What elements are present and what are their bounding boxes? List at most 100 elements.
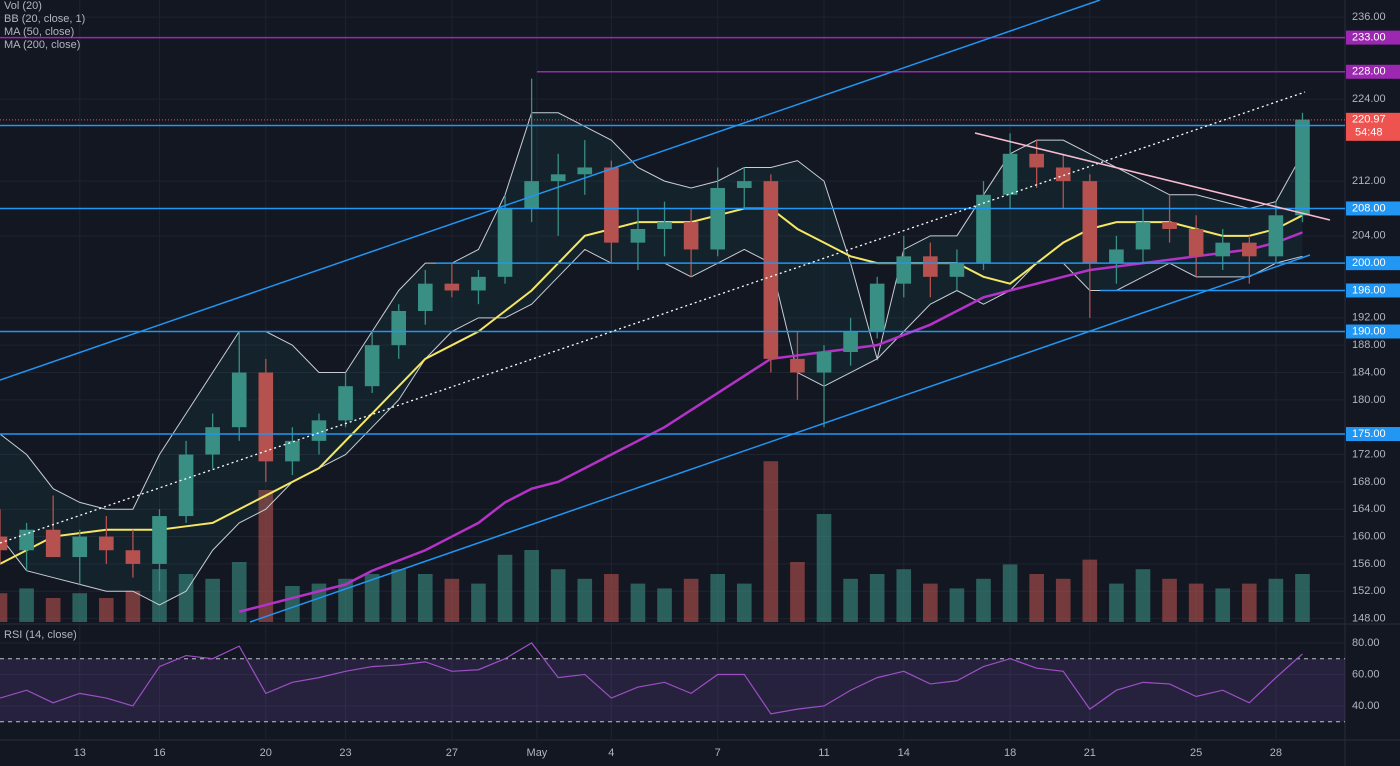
candle-body [1055, 167, 1071, 182]
candle-body [1029, 153, 1044, 168]
y-tick-label: 164.00 [1352, 503, 1386, 515]
candle-body [99, 536, 114, 551]
y-tick-label: 224.00 [1352, 93, 1386, 105]
candle-body [1215, 242, 1231, 257]
volume-bar [45, 598, 61, 622]
candle-body [976, 194, 991, 264]
volume-bar [285, 586, 300, 622]
volume-bar [1268, 578, 1284, 622]
price-tag-label: 190.00 [1352, 325, 1386, 337]
volume-bar [99, 598, 114, 622]
candle-body [683, 222, 699, 250]
candle-body [710, 187, 725, 250]
y-tick-label: 40.00 [1352, 700, 1380, 712]
candle-body [1109, 249, 1124, 264]
candle-body [125, 550, 141, 564]
candle-body [417, 283, 433, 311]
candle-body [630, 228, 646, 243]
candle-body [391, 311, 407, 346]
candle-body [311, 420, 327, 441]
y-tick-label: 152.00 [1352, 585, 1386, 597]
candle-body [1295, 119, 1310, 216]
candle-body [604, 167, 619, 243]
volume-bar [736, 583, 752, 622]
y-tick-label: 212.00 [1352, 175, 1386, 187]
volume-bar [816, 514, 832, 622]
x-tick-label: 7 [715, 747, 721, 759]
y-tick-label: 160.00 [1352, 530, 1386, 542]
volume-bar [152, 569, 167, 622]
price-tag-label: 196.00 [1352, 284, 1386, 296]
candle-body [577, 167, 593, 175]
x-tick-label: 14 [898, 747, 910, 759]
x-tick-label: 4 [608, 747, 614, 759]
candle-body [524, 181, 539, 209]
y-tick-label: 236.00 [1352, 11, 1386, 23]
candle-body [364, 345, 380, 387]
price-tag [1346, 427, 1400, 442]
volume-bar [683, 578, 699, 622]
y-tick-label: 148.00 [1352, 612, 1386, 624]
candle-body [1135, 222, 1151, 250]
x-tick-label: 18 [1004, 747, 1016, 759]
price-tag-label: 208.00 [1352, 202, 1386, 214]
candle-body [1162, 222, 1177, 229]
volume-bar [577, 578, 593, 622]
y-tick-label: 192.00 [1352, 312, 1386, 324]
channel-lower [249, 254, 1311, 623]
candle-body [923, 256, 938, 277]
y-tick-label: 168.00 [1352, 476, 1386, 488]
channel-upper [0, 0, 1101, 381]
volume-bar [1002, 564, 1018, 622]
y-tick-label: 60.00 [1352, 668, 1380, 680]
price-tag [1346, 324, 1400, 339]
candle-body [1082, 181, 1098, 264]
candle-body [45, 529, 61, 558]
volume-bar [604, 574, 619, 622]
volume-bar [1135, 569, 1151, 622]
candle-body [258, 372, 274, 462]
volume-bar [869, 574, 885, 622]
candle-body [1188, 228, 1204, 257]
price-tag-label: 228.00 [1352, 66, 1386, 78]
candle-body [285, 440, 300, 462]
volume-bar [843, 578, 858, 622]
price-tag-label: 233.00 [1352, 31, 1386, 43]
volume-bar [258, 490, 274, 622]
resistance-trendline [974, 132, 1331, 221]
volume-bar [1188, 583, 1204, 622]
volume-bar [710, 574, 725, 622]
candle-body [843, 331, 858, 353]
candle-body [869, 283, 885, 332]
candle-body [471, 276, 486, 291]
volume-bar [0, 593, 8, 622]
candle-body [1268, 215, 1284, 257]
legend-item: MA (200, close) [4, 39, 80, 51]
volume-bar [417, 574, 433, 622]
x-tick-label: 20 [260, 747, 272, 759]
x-tick-label: 28 [1270, 747, 1282, 759]
candle-body [338, 386, 353, 421]
x-tick-label: 11 [818, 747, 829, 759]
volume-bar [630, 583, 646, 622]
volume-bar [391, 569, 407, 622]
candle-body [736, 181, 752, 188]
candle-body [497, 208, 513, 277]
x-tick-label: 21 [1084, 747, 1096, 759]
candle-body [152, 516, 167, 564]
price-tag [1346, 112, 1400, 141]
volume-bar [1055, 578, 1071, 622]
volume-bar [896, 569, 912, 622]
y-tick-label: 188.00 [1352, 339, 1386, 351]
x-tick-label: May [527, 747, 548, 759]
price-tag [1346, 64, 1400, 79]
candle-body [0, 536, 8, 551]
candle-body [657, 222, 672, 229]
volume-bar [231, 562, 247, 622]
volume-bar [657, 588, 672, 622]
legend-item: MA (50, close) [4, 26, 74, 38]
volume-bar [444, 578, 460, 622]
candle-body [816, 352, 832, 373]
volume-bar [976, 578, 991, 622]
